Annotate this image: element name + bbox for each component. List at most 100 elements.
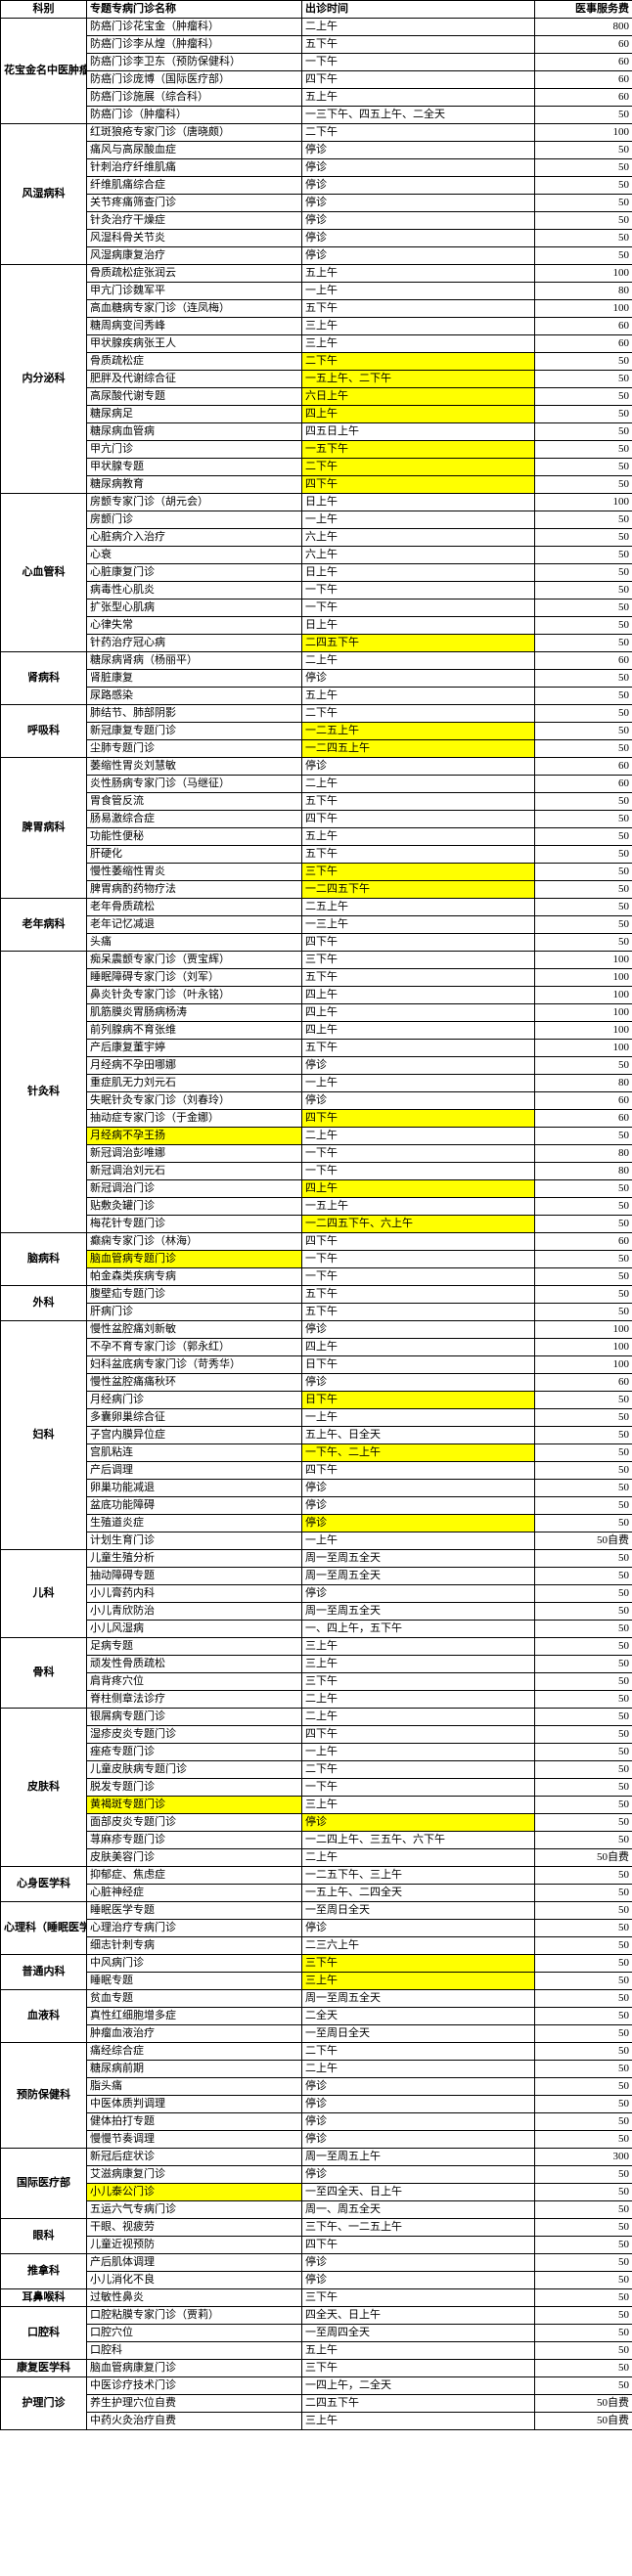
cell-fee: 60 bbox=[535, 89, 632, 107]
cell-dept: 心身医学科 bbox=[1, 1867, 87, 1902]
cell-name: 糖周病变闫秀峰 bbox=[87, 318, 302, 335]
cell-fee: 100 bbox=[535, 124, 632, 142]
table-row: 风湿科骨关节炎停诊50 bbox=[1, 230, 632, 247]
cell-name: 计划生育门诊 bbox=[87, 1532, 302, 1550]
cell-name: 小儿消化不良 bbox=[87, 2272, 302, 2289]
cell-name: 红斑狼疮专家门诊（唐晓颇） bbox=[87, 124, 302, 142]
table-row: 肩背疼穴位三下午50 bbox=[1, 1673, 632, 1691]
cell-name: 儿童生殖分析 bbox=[87, 1550, 302, 1568]
header-row: 科别 专题专病门诊名称 出诊时间 医事服务费 bbox=[1, 1, 632, 19]
cell-name: 面部皮炎专题门诊 bbox=[87, 1814, 302, 1832]
cell-name: 儿童皮肤病专题门诊 bbox=[87, 1761, 302, 1779]
table-row: 抽动症专家门诊（于金娜）四下午60 bbox=[1, 1110, 632, 1128]
cell-name: 湿疹皮炎专题门诊 bbox=[87, 1726, 302, 1744]
cell-fee: 100 bbox=[535, 1040, 632, 1057]
cell-name: 糖尿病足 bbox=[87, 406, 302, 423]
cell-name: 新冠调治彭唯娜 bbox=[87, 1145, 302, 1163]
table-row: 骨科足病专题三上午50 bbox=[1, 1638, 632, 1656]
cell-fee: 50 bbox=[535, 864, 632, 881]
cell-dept: 推拿科 bbox=[1, 2254, 87, 2289]
table-row: 中药火灸治疗自费三上午50自费 bbox=[1, 2413, 632, 2430]
cell-fee: 50 bbox=[535, 881, 632, 899]
cell-fee: 50 bbox=[535, 1656, 632, 1673]
table-row: 肝病门诊五下午50 bbox=[1, 1304, 632, 1321]
cell-time: 二下午 bbox=[302, 459, 535, 476]
table-row: 宫肌粘连一下午、二上午50 bbox=[1, 1444, 632, 1462]
cell-name: 心衰 bbox=[87, 547, 302, 564]
table-row: 糖周病变闫秀峰三上午60 bbox=[1, 318, 632, 335]
cell-time: 四上午 bbox=[302, 1339, 535, 1356]
cell-name: 银屑病专题门诊 bbox=[87, 1709, 302, 1726]
cell-name: 口腔粘膜专家门诊（贾莉） bbox=[87, 2307, 302, 2325]
cell-name: 帕金森类疾病专病 bbox=[87, 1268, 302, 1286]
cell-fee: 60 bbox=[535, 652, 632, 670]
cell-fee: 80 bbox=[535, 1075, 632, 1092]
table-row: 计划生育门诊一上午50自费 bbox=[1, 1532, 632, 1550]
cell-name: 尘肺专题门诊 bbox=[87, 740, 302, 758]
cell-fee: 60 bbox=[535, 335, 632, 353]
cell-name: 足病专题 bbox=[87, 1638, 302, 1656]
cell-dept: 脾胃病科 bbox=[1, 758, 87, 899]
table-row: 纤维肌痛综合症停诊50 bbox=[1, 177, 632, 195]
table-row: 病毒性心肌炎一下午50 bbox=[1, 582, 632, 600]
table-row: 妇科慢性盆腔痛刘新敏停诊100 bbox=[1, 1321, 632, 1339]
cell-fee: 50 bbox=[535, 2201, 632, 2219]
cell-time: 三上午 bbox=[302, 1973, 535, 1990]
cell-name: 心理治疗专病门诊 bbox=[87, 1920, 302, 1937]
cell-fee: 50 bbox=[535, 1973, 632, 1990]
cell-name: 抽动症专家门诊（于金娜） bbox=[87, 1110, 302, 1128]
cell-time: 一二四五下午、六上午 bbox=[302, 1216, 535, 1233]
cell-time: 周一至周五全天 bbox=[302, 1550, 535, 1568]
cell-fee: 50自费 bbox=[535, 2395, 632, 2413]
cell-time: 五下午 bbox=[302, 36, 535, 54]
cell-name: 高尿酸代谢专题 bbox=[87, 388, 302, 406]
cell-name: 糖尿病血管病 bbox=[87, 423, 302, 441]
table-row: 肾病科糖尿病肾病（杨丽平）二上午60 bbox=[1, 652, 632, 670]
cell-fee: 50 bbox=[535, 1444, 632, 1462]
cell-name: 慢性萎缩性胃炎 bbox=[87, 864, 302, 881]
cell-time: 一下午 bbox=[302, 1163, 535, 1180]
cell-time: 周一至周五上午 bbox=[302, 2149, 535, 2166]
cell-fee: 50 bbox=[535, 1761, 632, 1779]
table-row: 防癌门诊李卫东（预防保健科）一下午60 bbox=[1, 54, 632, 71]
cell-name: 痛经综合症 bbox=[87, 2043, 302, 2061]
cell-fee: 50 bbox=[535, 406, 632, 423]
cell-name: 多囊卵巢综合征 bbox=[87, 1409, 302, 1427]
cell-time: 二上午 bbox=[302, 652, 535, 670]
cell-name: 萎缩性胃炎刘慧敏 bbox=[87, 758, 302, 776]
table-row: 外科腹壁疝专题门诊五下午50 bbox=[1, 1286, 632, 1304]
cell-time: 四五日上午 bbox=[302, 423, 535, 441]
cell-time: 五下午 bbox=[302, 846, 535, 864]
cell-name: 针药治疗冠心病 bbox=[87, 635, 302, 652]
cell-fee: 60 bbox=[535, 71, 632, 89]
cell-time: 三上午 bbox=[302, 318, 535, 335]
cell-name: 心律失常 bbox=[87, 617, 302, 635]
cell-time: 二上午 bbox=[302, 1128, 535, 1145]
cell-fee: 50 bbox=[535, 1515, 632, 1532]
cell-name: 抑郁症、焦虑症 bbox=[87, 1867, 302, 1885]
cell-time: 二四五下午 bbox=[302, 635, 535, 652]
table-row: 针刺治疗纤维肌痛停诊50 bbox=[1, 159, 632, 177]
cell-fee: 50 bbox=[535, 1180, 632, 1198]
cell-time: 一上午 bbox=[302, 1409, 535, 1427]
table-row: 儿童皮肤病专题门诊二下午50 bbox=[1, 1761, 632, 1779]
cell-fee: 50 bbox=[535, 2325, 632, 2342]
table-row: 眼科干眼、视疲劳三下午、一二五上午50 bbox=[1, 2219, 632, 2237]
cell-name: 针灸治疗干燥症 bbox=[87, 212, 302, 230]
cell-dept: 外科 bbox=[1, 1286, 87, 1321]
cell-fee: 50 bbox=[535, 1638, 632, 1656]
cell-time: 五上午 bbox=[302, 828, 535, 846]
table-row: 糖尿病足四上午50 bbox=[1, 406, 632, 423]
table-row: 妇科盆底病专家门诊（苛秀华）日下午100 bbox=[1, 1356, 632, 1374]
table-row: 内分泌科骨质疏松症张润云五上午100 bbox=[1, 265, 632, 283]
table-row: 细志针刺专病二三六上午50 bbox=[1, 1937, 632, 1955]
cell-dept: 针灸科 bbox=[1, 952, 87, 1233]
cell-time: 一下午 bbox=[302, 1779, 535, 1797]
cell-time: 六上午 bbox=[302, 547, 535, 564]
cell-time: 三下午、一二五上午 bbox=[302, 2219, 535, 2237]
cell-time: 二全天 bbox=[302, 2008, 535, 2025]
cell-fee: 50 bbox=[535, 177, 632, 195]
cell-time: 二三六上午 bbox=[302, 1937, 535, 1955]
cell-time: 四下午 bbox=[302, 2237, 535, 2254]
cell-name: 功能性便秘 bbox=[87, 828, 302, 846]
